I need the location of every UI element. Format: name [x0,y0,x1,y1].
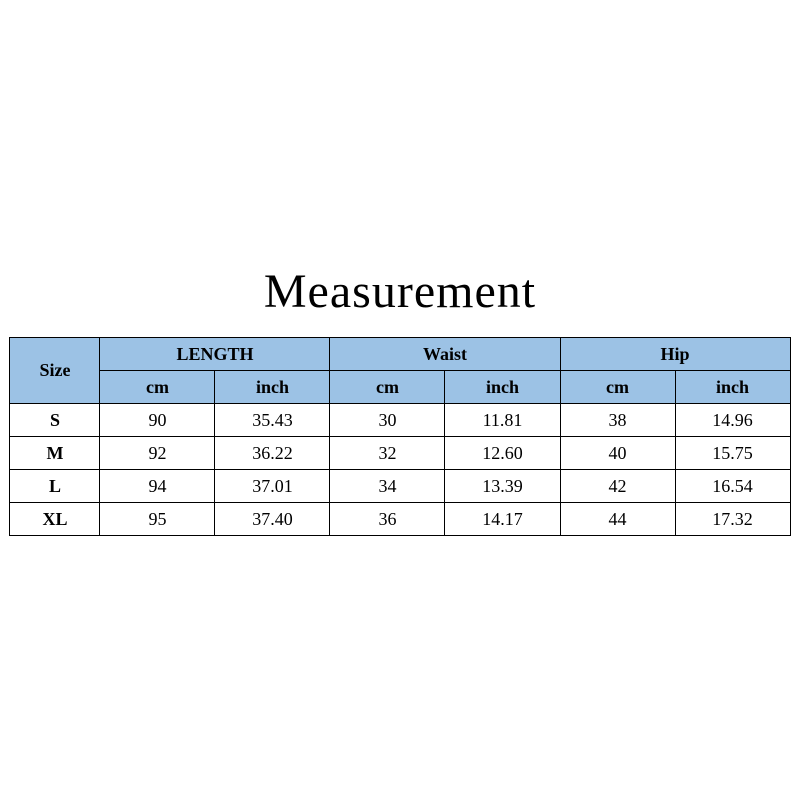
header-unit: inch [215,371,330,404]
cell-value: 16.54 [675,470,790,503]
cell-value: 14.96 [675,404,790,437]
cell-value: 38 [560,404,675,437]
cell-value: 94 [100,470,215,503]
measurement-table: Size LENGTH Waist Hip cm inch cm inch cm… [9,337,790,536]
cell-value: 17.32 [675,503,790,536]
table-row: M 92 36.22 32 12.60 40 15.75 [10,437,790,470]
cell-size: S [10,404,100,437]
header-group-length: LENGTH [100,338,330,371]
table-body: S 90 35.43 30 11.81 38 14.96 M 92 36.22 … [10,404,790,536]
cell-value: 44 [560,503,675,536]
cell-value: 34 [330,470,445,503]
cell-size: XL [10,503,100,536]
cell-value: 40 [560,437,675,470]
cell-value: 12.60 [445,437,560,470]
cell-value: 13.39 [445,470,560,503]
cell-value: 35.43 [215,404,330,437]
cell-value: 37.01 [215,470,330,503]
cell-value: 11.81 [445,404,560,437]
cell-size: L [10,470,100,503]
header-size: Size [10,338,100,404]
table-row: S 90 35.43 30 11.81 38 14.96 [10,404,790,437]
header-unit: cm [330,371,445,404]
header-group-waist: Waist [330,338,560,371]
header-unit: inch [675,371,790,404]
header-unit: inch [445,371,560,404]
cell-value: 14.17 [445,503,560,536]
cell-value: 42 [560,470,675,503]
cell-value: 36 [330,503,445,536]
header-unit: cm [100,371,215,404]
table-row: XL 95 37.40 36 14.17 44 17.32 [10,503,790,536]
cell-value: 30 [330,404,445,437]
cell-size: M [10,437,100,470]
cell-value: 15.75 [675,437,790,470]
cell-value: 36.22 [215,437,330,470]
table-row: L 94 37.01 34 13.39 42 16.54 [10,470,790,503]
header-unit: cm [560,371,675,404]
table-title: Measurement [264,264,536,319]
cell-value: 37.40 [215,503,330,536]
cell-value: 32 [330,437,445,470]
header-group-hip: Hip [560,338,790,371]
cell-value: 95 [100,503,215,536]
cell-value: 92 [100,437,215,470]
cell-value: 90 [100,404,215,437]
